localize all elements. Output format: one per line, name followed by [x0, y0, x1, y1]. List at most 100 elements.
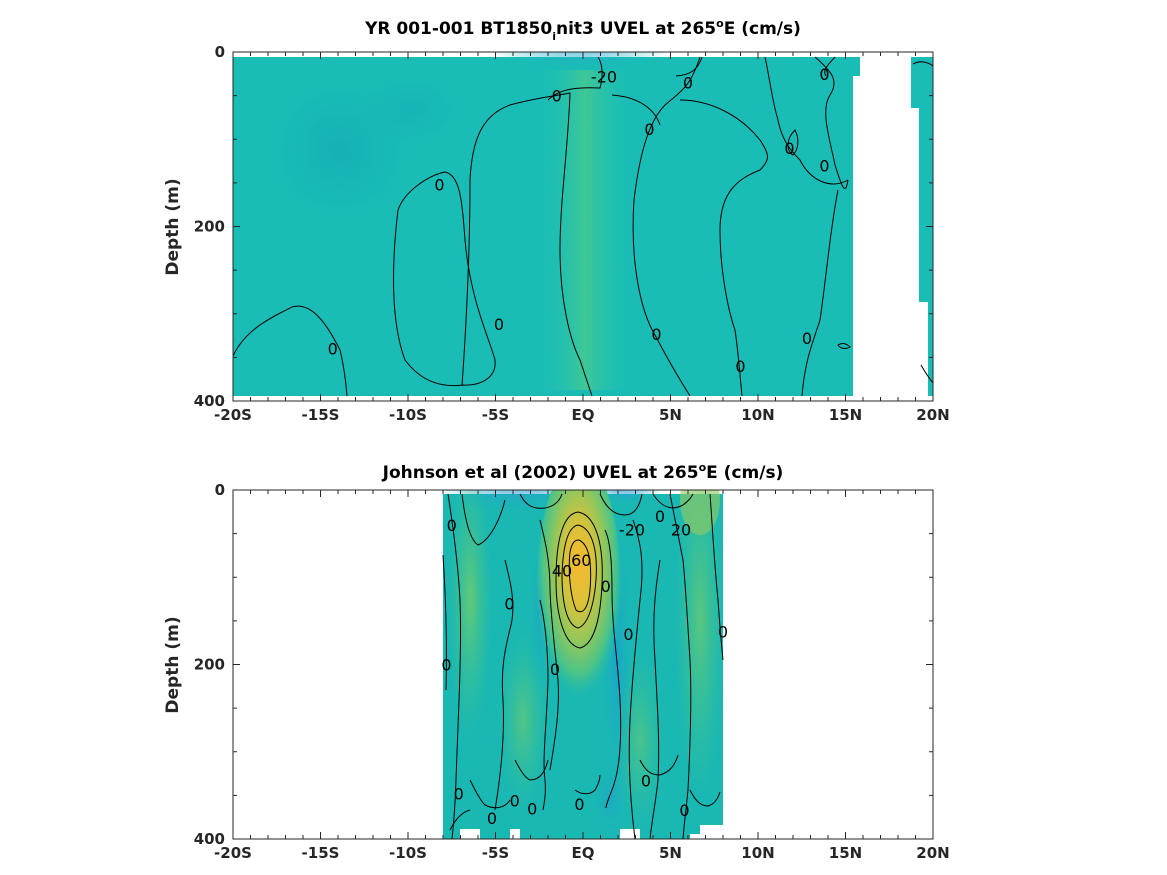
contour-value-label: 0: [574, 795, 584, 814]
x-tick-label: 15N: [829, 406, 862, 424]
contour-line: [494, 559, 514, 811]
x-tick-label: -15S: [302, 844, 340, 862]
contour-value-label: 0: [550, 660, 560, 679]
contour-line: [709, 493, 724, 661]
contour-value-label: 0: [683, 74, 693, 93]
contour-line: [824, 56, 836, 77]
contour-value-label: 0: [441, 656, 451, 675]
contour-value-label: 0: [802, 329, 812, 348]
model-panel: -20 0 0 0 0 0 0 0 0 0 0 0 0 -20S -15S -10S -5S EQ 5N 10N 15…: [163, 17, 950, 424]
contour-value-label: 0: [447, 516, 457, 535]
contour-line: [539, 599, 549, 811]
contour-value-label: 0: [527, 799, 537, 818]
contour-line: [652, 493, 694, 509]
x-tick-label: -10S: [389, 406, 427, 424]
contour-line: [764, 56, 849, 185]
contour-value-label: 0: [328, 340, 338, 359]
obs-field-green-band: [675, 490, 725, 800]
contour-line: [920, 364, 933, 384]
contour-line: [574, 774, 601, 795]
contour-value-label: 0: [641, 772, 651, 791]
contour-line: [611, 94, 661, 126]
y-tick-label: 0: [215, 481, 225, 499]
x-tick-label: -5S: [482, 406, 509, 424]
contour-line: [814, 56, 849, 189]
x-tick-label: -10S: [389, 844, 427, 862]
contour-value-label: 40: [552, 561, 572, 580]
contour-value-label: 0: [487, 809, 497, 828]
contour-value-label: 0: [644, 120, 654, 139]
x-tick-label: 20N: [916, 844, 949, 862]
x-tick-label: EQ: [572, 406, 595, 424]
contour-line: [604, 529, 622, 809]
contour-value-label: 20: [671, 520, 691, 539]
contour-line: [679, 99, 768, 397]
contour-value-label: 0: [819, 156, 829, 175]
contour-value-label: 0: [504, 594, 514, 613]
contour-value-label: 0: [735, 357, 745, 376]
contour-line: [442, 554, 447, 691]
contour-line: [469, 779, 511, 809]
contour-value-label: 0: [494, 315, 504, 334]
contour-line: [447, 493, 462, 839]
obs-field-blue-band: [590, 760, 630, 839]
contour-value-label: 0: [510, 792, 520, 811]
contour-value-label: -20: [591, 67, 617, 86]
contour-value-label: 60: [571, 551, 591, 570]
model-velocity-field: -20 0 0 0 0 0 0 0 0 0 0 0 0: [233, 52, 933, 397]
x-tick-label: 5N: [659, 406, 682, 424]
contour-value-label: -20: [619, 520, 645, 539]
contour-value-label: 0: [651, 325, 661, 344]
x-tick-label: 5N: [659, 844, 682, 862]
contour-line: [547, 56, 603, 101]
contour-line: [912, 61, 933, 67]
model-field-surface-blue: [495, 52, 665, 102]
contour-line: [461, 493, 506, 546]
x-tick-label: EQ: [572, 844, 595, 862]
x-tick-label: 15N: [829, 844, 862, 862]
contour-line: [539, 519, 559, 771]
x-tick-label: -20S: [214, 844, 252, 862]
x-tick-label: 10N: [741, 844, 774, 862]
y-tick-label: 0: [215, 43, 225, 61]
model-field-jet: [540, 70, 630, 390]
contour-line: [639, 754, 679, 776]
contour-line: [514, 759, 549, 781]
model-ticks: -20S -15S -10S -5S EQ 5N 10N 15N 20N 0 200 400: [194, 43, 950, 424]
contour-line: [561, 524, 597, 629]
contour-value-label: 0: [718, 622, 728, 641]
model-contours: [233, 56, 933, 397]
contour-line: [519, 493, 563, 509]
obs-field-green-band: [448, 490, 492, 740]
obs-y-axis-label: Depth (m): [163, 616, 183, 713]
y-tick-label: 400: [194, 830, 225, 848]
model-field-dark-patch: [360, 75, 460, 145]
contour-line: [675, 56, 703, 77]
contour-line: [568, 539, 592, 613]
model-field-east-strip: [911, 57, 933, 396]
contour-line: [449, 809, 471, 831]
contour-line: [801, 189, 839, 397]
contour-line: [233, 305, 348, 397]
contour-line: [461, 92, 593, 397]
contour-line: [393, 171, 496, 387]
x-tick-label: -15S: [302, 406, 340, 424]
x-tick-label: -20S: [214, 406, 252, 424]
y-tick-label: 400: [194, 392, 225, 410]
model-y-axis-label: Depth (m): [163, 178, 183, 275]
obs-field-green-band: [680, 490, 720, 535]
contour-line: [787, 129, 799, 156]
x-tick-label: 20N: [916, 406, 949, 424]
contour-line: [628, 519, 643, 839]
contour-value-label: 0: [434, 176, 444, 195]
contour-value-label: 0: [784, 139, 794, 158]
model-contour-labels: -20 0 0 0 0 0 0 0 0 0 0 0 0: [328, 65, 830, 376]
contour-line: [837, 343, 851, 349]
contour-value-label: 0: [552, 87, 562, 106]
y-tick-label: 200: [194, 218, 225, 236]
